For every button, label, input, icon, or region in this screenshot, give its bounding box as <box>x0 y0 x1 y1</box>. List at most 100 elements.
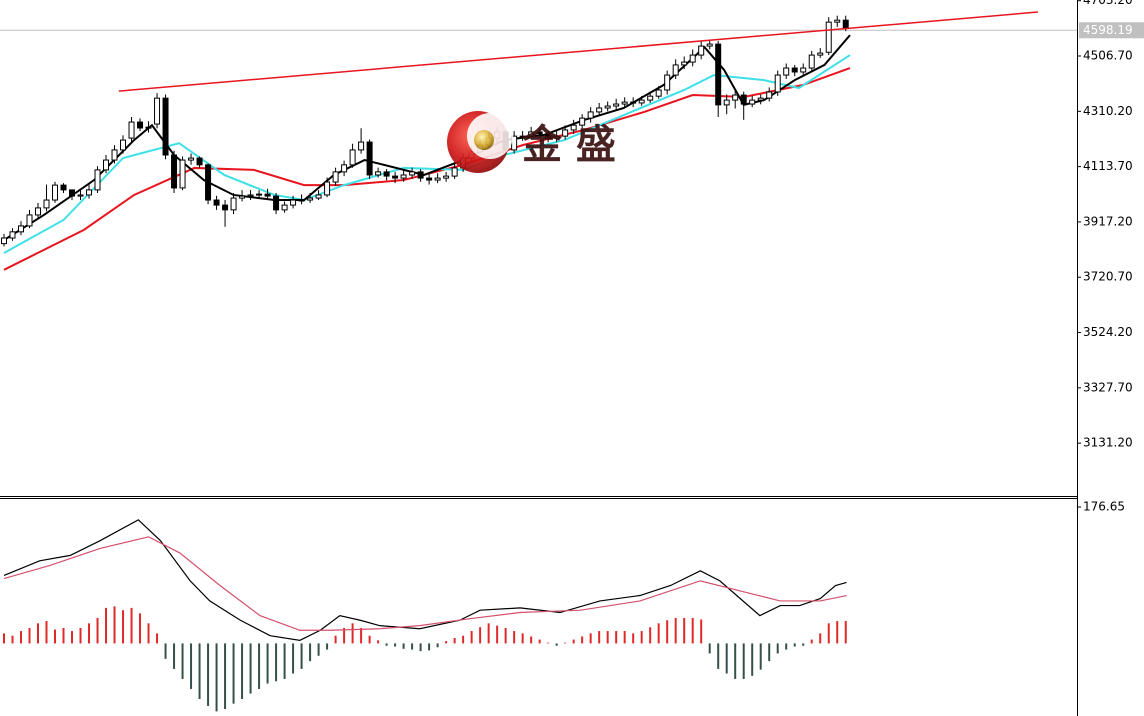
candle-body <box>247 194 254 197</box>
candle-body <box>18 225 25 233</box>
candle-body <box>842 19 849 29</box>
macd-line <box>3 536 847 631</box>
candle-body <box>128 121 135 139</box>
candle-body <box>562 129 569 137</box>
trendline <box>118 11 1038 92</box>
candle-body <box>800 67 807 73</box>
candle-body <box>171 154 178 189</box>
candle-body <box>604 105 611 109</box>
candle-body <box>723 99 730 106</box>
candle-body <box>443 175 450 179</box>
candle-body <box>766 91 773 99</box>
candle-body <box>179 159 186 189</box>
candle-body <box>103 159 110 171</box>
candle-body <box>205 164 212 201</box>
candle-body <box>400 174 407 179</box>
candle-body <box>587 111 594 119</box>
candle-body <box>392 175 399 179</box>
candle-body <box>222 204 229 211</box>
candle-body <box>94 169 101 191</box>
candle-body <box>434 177 441 181</box>
y-tick-label: 176.65 <box>1083 499 1125 513</box>
candle-body <box>60 184 67 191</box>
candle-body <box>791 67 798 73</box>
candle-body <box>621 101 628 105</box>
candle-body <box>528 131 535 137</box>
candle-body <box>383 171 390 177</box>
candle-body <box>409 171 416 176</box>
candle-body <box>324 181 331 196</box>
candle-body <box>757 97 764 101</box>
candle-body <box>545 133 552 139</box>
y-tick-label: 4310.20 <box>1083 104 1133 118</box>
candle-body <box>655 89 662 97</box>
candle-body <box>43 199 50 209</box>
candle-body <box>52 184 59 201</box>
macd-line <box>3 519 847 641</box>
candle-body <box>111 149 118 161</box>
candle-body <box>749 99 756 105</box>
candle-body <box>834 19 841 23</box>
candle-body <box>315 194 322 199</box>
candle-body <box>9 231 16 239</box>
candle-body <box>0 237 7 245</box>
candle-body <box>689 54 696 63</box>
logo-text: 金 盛 <box>521 122 616 168</box>
candle-body <box>426 177 433 181</box>
y-tick-label: 3720.70 <box>1083 270 1133 284</box>
candle-body <box>715 43 722 106</box>
candle-body <box>332 171 339 183</box>
candle-body <box>298 199 305 202</box>
candle-body <box>638 99 645 104</box>
candle-body <box>273 195 280 211</box>
moving-average-line <box>3 54 851 254</box>
candle-body <box>341 164 348 173</box>
candle-body <box>613 103 620 107</box>
candle-body <box>596 107 603 113</box>
last-price-label: 4598.19 <box>1083 23 1133 37</box>
y-tick-label: 3131.20 <box>1083 436 1133 450</box>
candle-body <box>256 193 263 196</box>
candle-body <box>451 167 458 177</box>
candle-body <box>783 67 790 76</box>
candle-body <box>69 189 76 197</box>
candle-body <box>162 97 169 156</box>
candle-body <box>825 21 832 53</box>
candle-body <box>120 139 127 151</box>
candle-body <box>307 197 314 201</box>
candle-body <box>145 126 152 129</box>
candle-body <box>375 171 382 176</box>
candle-body <box>681 61 688 66</box>
y-tick-label: 3524.20 <box>1083 325 1133 339</box>
candle-body <box>196 157 203 166</box>
candle-body <box>553 135 560 139</box>
moving-average-line <box>3 34 851 241</box>
y-tick-label: 4703.20 <box>1083 0 1133 7</box>
candle-body <box>536 131 543 135</box>
candle-body <box>808 54 815 69</box>
last-price-box <box>1079 22 1144 39</box>
candle-body <box>349 149 356 166</box>
candle-body <box>732 94 739 101</box>
candle-body <box>647 95 654 101</box>
candle-body <box>86 189 93 196</box>
candle-body <box>570 124 577 131</box>
candle-body <box>817 52 824 56</box>
candle-body <box>366 141 373 176</box>
candle-body <box>26 214 33 227</box>
candle-body <box>740 94 747 105</box>
candle-body <box>579 117 586 126</box>
candle-body <box>77 194 84 197</box>
candle-body <box>213 199 220 206</box>
candle-body <box>290 199 297 206</box>
candle-body <box>154 97 161 125</box>
macd-pane <box>2 519 847 712</box>
candle-body <box>188 157 195 161</box>
candle-body <box>230 197 237 211</box>
candle-body <box>706 43 713 47</box>
y-tick-label: 4113.70 <box>1083 159 1133 173</box>
candle-body <box>417 171 424 179</box>
